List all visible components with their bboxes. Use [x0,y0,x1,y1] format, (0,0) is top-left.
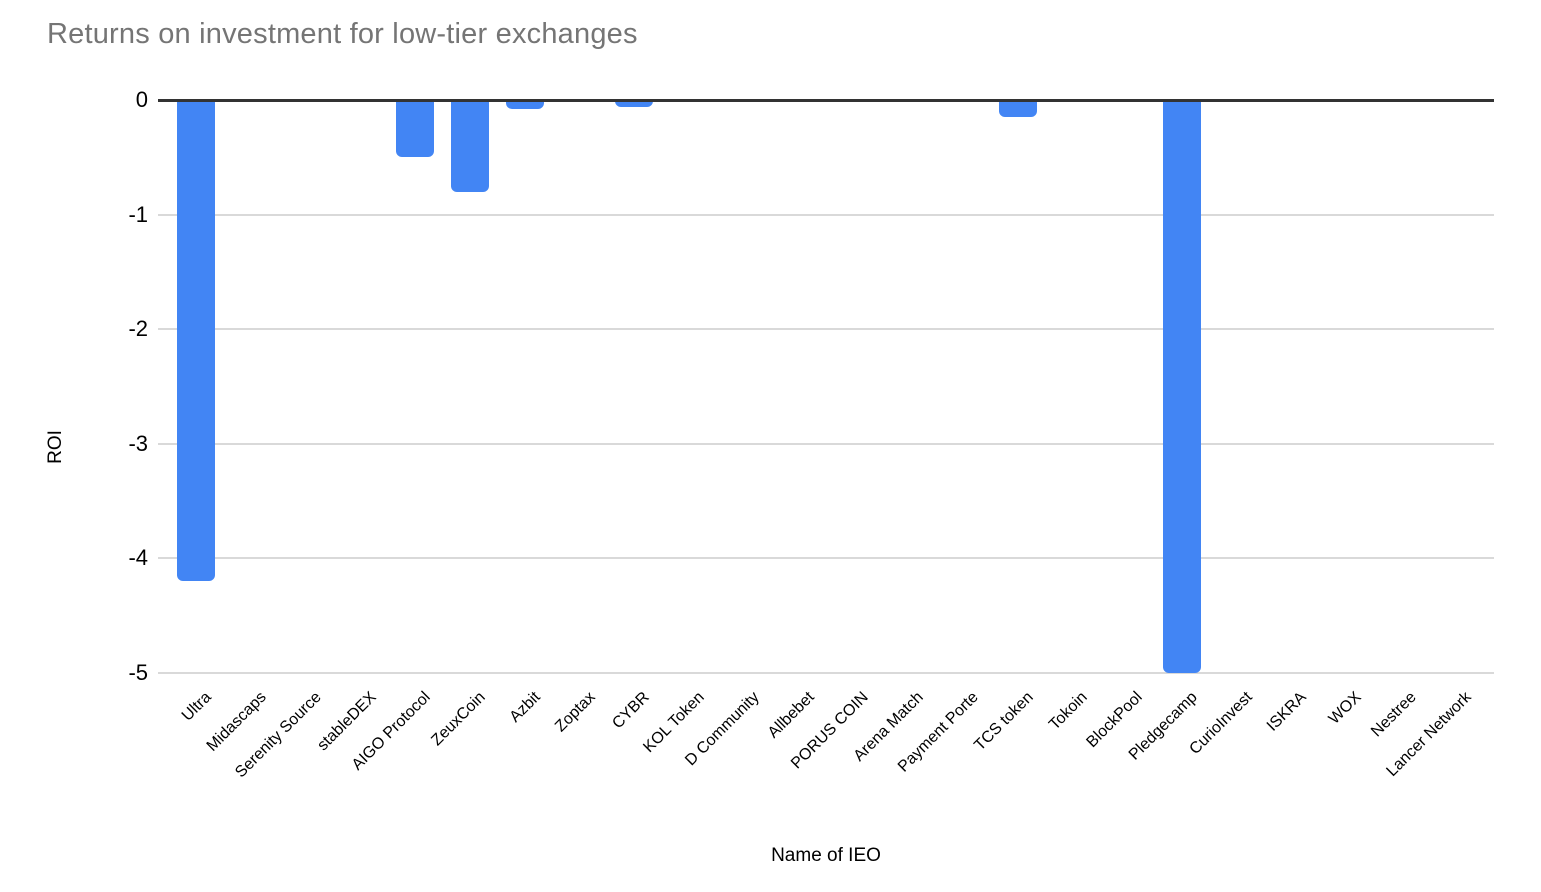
bar-tcs-token[interactable] [998,100,1037,118]
bar-aigo-protocol[interactable] [396,100,435,158]
chart-title: Returns on investment for low-tier excha… [47,18,638,50]
bar-zeuxcoin[interactable] [451,100,490,192]
gridline--5 [158,672,1494,674]
y-tick-label--5: -5 [128,660,148,685]
gridline--4 [158,557,1494,560]
bar-azbit[interactable] [505,100,544,110]
bar-pledgecamp[interactable] [1162,100,1201,673]
bar-cybr[interactable] [615,100,654,107]
y-tick-label--3: -3 [128,430,148,456]
gridline--2 [158,328,1494,331]
y-tick-label-0: 0 [135,87,148,112]
y-tick-label--4: -4 [128,545,148,571]
gridline--3 [158,442,1494,445]
gridline--1 [158,213,1494,216]
y-tick-label--1: -1 [128,201,148,227]
x-axis-zero-line [158,99,1494,102]
plot-area: 0 -1 -2 -3 -4 -5 Ultra Midascaps Serenity Source… [128,87,1494,781]
x-axis-title: Name of IEO [771,845,881,866]
bar-ultra[interactable] [177,100,216,582]
y-axis-title: ROI [45,430,66,464]
y-tick-label--2: -2 [128,316,148,342]
